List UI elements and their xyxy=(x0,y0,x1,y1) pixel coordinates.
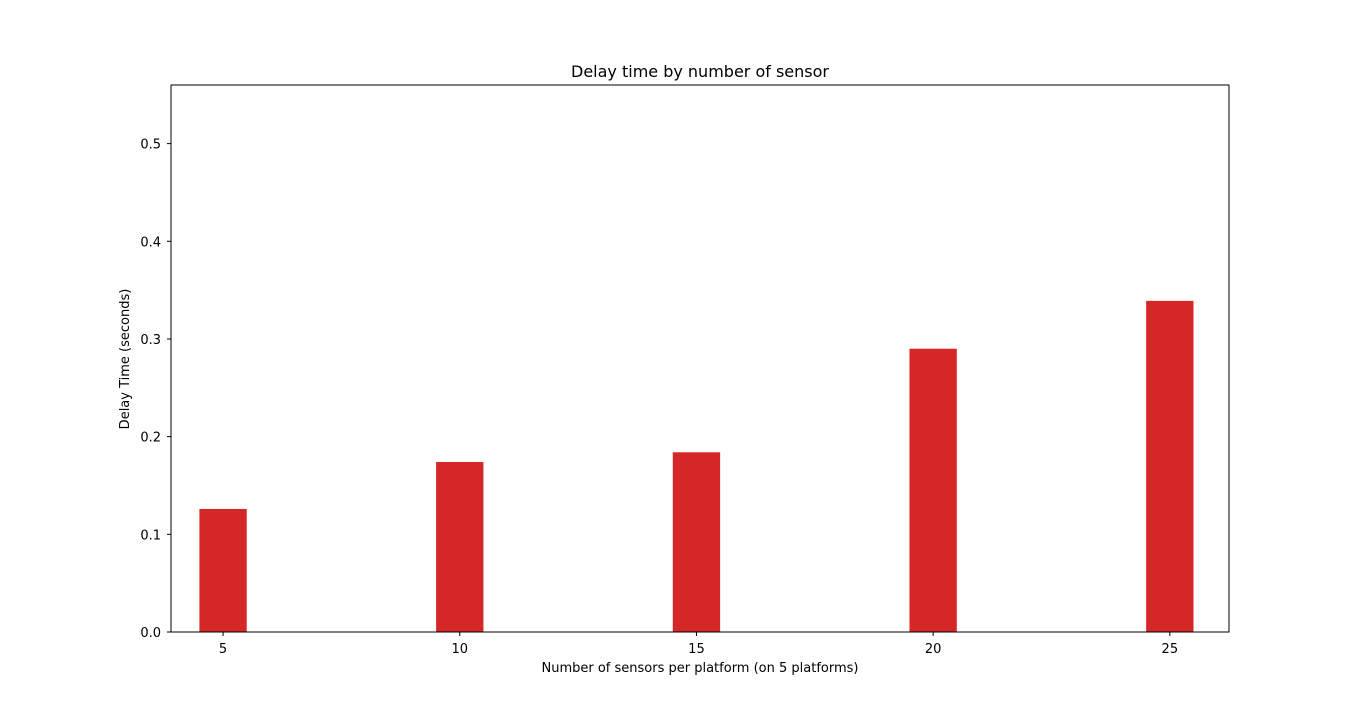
x-tick-label: 20 xyxy=(925,642,942,657)
bar-20 xyxy=(909,348,957,632)
plot-area-frame xyxy=(170,84,1230,633)
x-tick-label: 5 xyxy=(219,642,227,657)
y-tick-label: 0.1 xyxy=(140,528,161,543)
y-tick-label: 0.2 xyxy=(140,431,161,446)
bar-15 xyxy=(672,452,721,632)
bar-25 xyxy=(1146,300,1194,632)
chart-title: Delay time by number of sensor xyxy=(571,62,829,81)
y-tick-label: 0.3 xyxy=(140,333,161,348)
x-tick-label: 25 xyxy=(1162,642,1179,657)
x-axis-label: Number of sensors per platform (on 5 pla… xyxy=(542,661,859,676)
y-axis: 0.0 0.1 0.2 0.3 0.4 0.5 xyxy=(140,138,171,641)
bar-5 xyxy=(199,508,247,632)
y-tick-label: 0.5 xyxy=(140,138,161,153)
bars-layer xyxy=(199,300,1194,632)
y-tick-label: 0.4 xyxy=(140,235,161,250)
y-tick-label: 0.0 xyxy=(140,626,161,641)
x-tick-label: 10 xyxy=(451,642,468,657)
x-tick-label: 15 xyxy=(688,642,705,657)
bar-10 xyxy=(436,462,484,632)
x-axis: 5 10 15 20 25 xyxy=(219,632,1178,657)
y-axis-label: Delay Time (seconds) xyxy=(118,289,133,430)
